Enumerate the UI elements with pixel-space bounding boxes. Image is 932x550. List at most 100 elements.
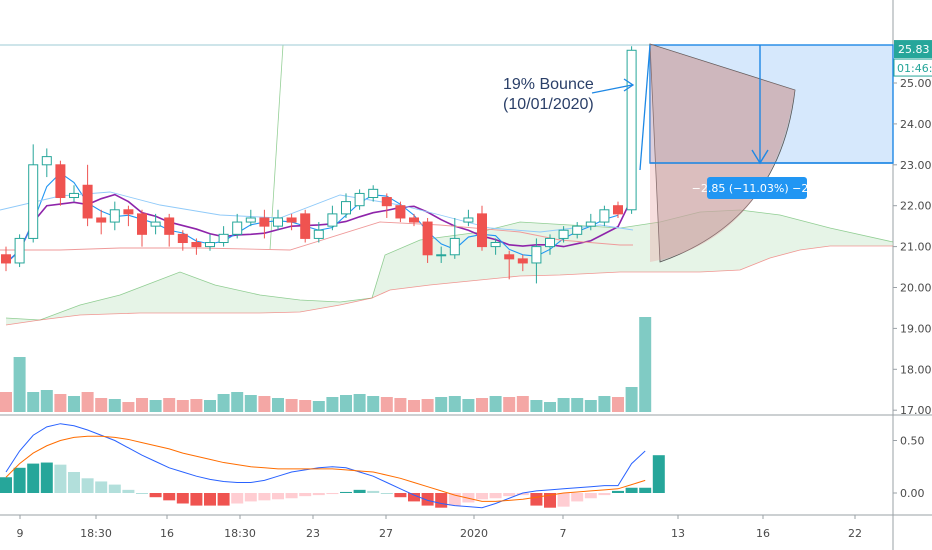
volume-bar bbox=[299, 400, 312, 412]
candle-body bbox=[300, 213, 311, 239]
volume-bar bbox=[462, 399, 475, 412]
signal-line bbox=[5, 435, 646, 502]
macd-histogram-bar bbox=[557, 493, 570, 507]
macd-histogram-bar bbox=[462, 493, 475, 503]
rally-line bbox=[639, 44, 651, 171]
volume-bar bbox=[557, 398, 570, 412]
x-tick-label: 16 bbox=[160, 527, 174, 540]
countdown-bg bbox=[893, 58, 932, 77]
macd-histogram-bar bbox=[81, 478, 94, 493]
macd-tick-label: 0.50 bbox=[900, 435, 925, 448]
candle-body bbox=[286, 217, 297, 223]
macd-histogram-bar bbox=[503, 493, 516, 497]
macd-histogram-bar bbox=[367, 490, 380, 493]
macd-histogram-bar bbox=[13, 467, 26, 493]
macd-histogram-bar bbox=[625, 487, 638, 493]
volume-bar bbox=[448, 396, 461, 412]
macd-histogram-bar bbox=[421, 493, 434, 506]
candle-body bbox=[341, 201, 351, 215]
x-tick-label: 18:30 bbox=[224, 527, 256, 540]
conversion-line bbox=[0, 191, 634, 233]
macd-histogram-bar bbox=[136, 493, 148, 494]
candle-body bbox=[313, 229, 324, 239]
candle-body bbox=[205, 242, 215, 248]
candle-body bbox=[82, 184, 93, 219]
macd-histogram-bar bbox=[27, 463, 40, 493]
volume-bar bbox=[598, 396, 611, 412]
volume-bar bbox=[353, 394, 366, 412]
current-price-label: 25.83 bbox=[898, 43, 930, 56]
fib-arc-fill bbox=[650, 44, 795, 262]
volume-bar bbox=[625, 387, 638, 412]
macd-histogram-bar bbox=[476, 493, 488, 500]
annotation-arrow-head bbox=[623, 78, 635, 92]
volume-bar bbox=[122, 402, 135, 412]
candle-body bbox=[109, 209, 120, 223]
macd-histogram-bar bbox=[0, 477, 12, 493]
candle-body bbox=[572, 225, 583, 235]
candle-body bbox=[41, 156, 52, 166]
candle-body bbox=[395, 205, 406, 219]
volume-bar bbox=[503, 397, 516, 412]
macd-histogram-bar bbox=[516, 493, 529, 496]
volume-bar bbox=[326, 397, 339, 412]
x-tick-label: 16 bbox=[756, 527, 770, 540]
macd-histogram-bar bbox=[544, 493, 556, 508]
volume-bar bbox=[163, 398, 176, 412]
candle-body bbox=[137, 213, 147, 235]
volume-bar bbox=[312, 401, 325, 412]
volume-bar bbox=[421, 399, 434, 412]
x-tick-label: 7 bbox=[560, 527, 567, 540]
price-tick-label: 19.00 bbox=[900, 322, 932, 335]
candle-body bbox=[613, 205, 623, 215]
volume-bar bbox=[149, 400, 162, 412]
candle-body bbox=[436, 254, 447, 257]
macd-histogram-bar bbox=[149, 493, 162, 498]
price-tick-label: 18.00 bbox=[900, 363, 932, 376]
macd-histogram-bar bbox=[652, 455, 665, 493]
candle-body bbox=[164, 217, 175, 235]
candle-body bbox=[504, 254, 515, 260]
macd-histogram-bar bbox=[299, 493, 312, 497]
candle-body bbox=[585, 221, 596, 227]
volume-bar bbox=[0, 392, 12, 412]
macd-histogram-bar bbox=[272, 493, 284, 500]
volume-bar bbox=[54, 394, 67, 412]
drawings[interactable]: −2.85 (−11.03%) −285 bbox=[0, 43, 894, 263]
countdown-label: 01:46:3 bbox=[897, 62, 932, 75]
candle-body bbox=[490, 242, 501, 248]
volume-bar bbox=[435, 397, 448, 412]
candle-body bbox=[354, 192, 365, 207]
volume-bar bbox=[367, 396, 380, 412]
macd-histogram-bar bbox=[530, 493, 543, 506]
candle-body bbox=[368, 188, 379, 199]
macd-histogram-bar bbox=[285, 493, 298, 499]
volume-bar bbox=[584, 400, 597, 412]
volume-bar bbox=[408, 400, 420, 412]
candle-body bbox=[123, 209, 134, 215]
volume-bar bbox=[176, 400, 189, 412]
macd-histogram-bar bbox=[258, 493, 271, 501]
axes: 25.00 24.00 23.00 22.00 21.00 20.00 19.00 18.00… bbox=[17, 40, 932, 540]
macd-line bbox=[5, 423, 646, 509]
macd-histogram-bar bbox=[353, 489, 366, 493]
x-tick-label: 18:30 bbox=[80, 527, 112, 540]
macd-histogram-bar bbox=[176, 493, 189, 504]
macd-histogram-bar bbox=[571, 493, 584, 502]
candle-body bbox=[422, 221, 433, 256]
macd-histogram-bar bbox=[598, 493, 611, 496]
volume-bar bbox=[204, 400, 216, 412]
candle-body bbox=[626, 49, 637, 211]
candle-body bbox=[545, 237, 555, 248]
measure-label-bg bbox=[707, 177, 807, 199]
volume-bar bbox=[95, 398, 108, 412]
macd-histogram-bar bbox=[435, 493, 448, 508]
candle-body bbox=[1, 254, 11, 264]
volume-bar bbox=[530, 400, 543, 412]
volume-bar bbox=[516, 396, 529, 412]
volume-bar bbox=[81, 392, 94, 412]
volume-bar bbox=[190, 399, 203, 412]
volume-bar bbox=[27, 392, 40, 412]
volume-bar bbox=[612, 397, 624, 412]
